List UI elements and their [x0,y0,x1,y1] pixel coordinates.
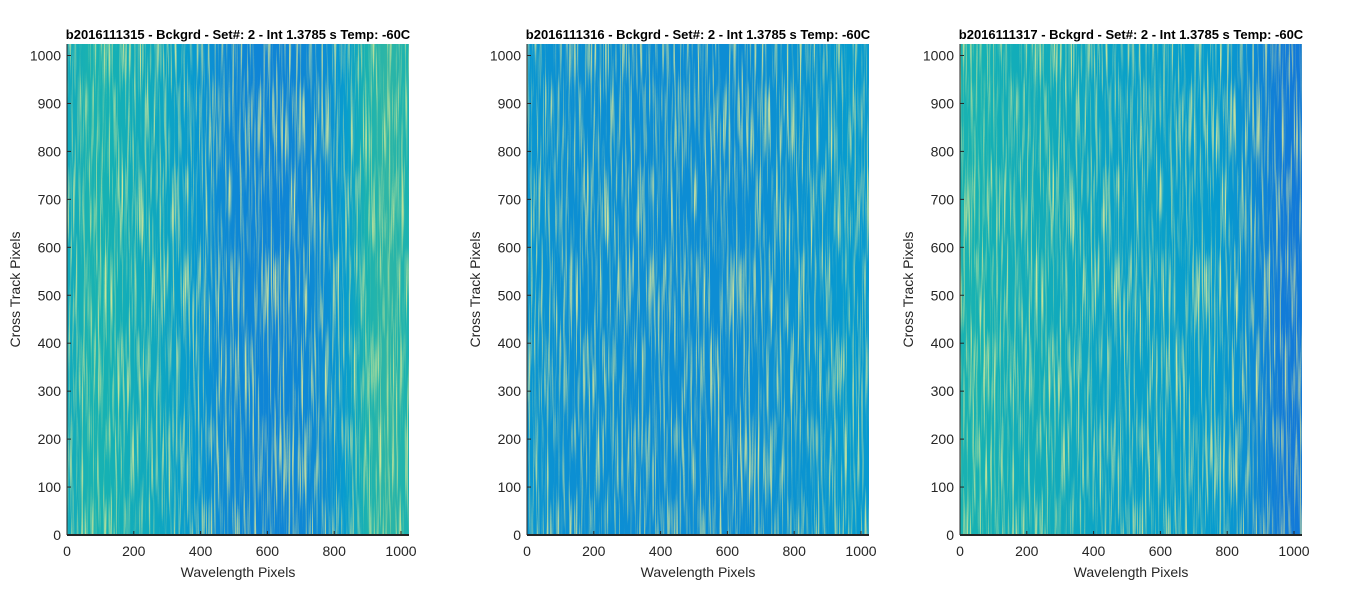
x-tick-label: 800 [323,543,347,559]
y-tick-label: 400 [38,335,62,351]
y-tick-label: 100 [38,479,62,495]
x-tick-label: 600 [1149,543,1173,559]
y-tick-label: 700 [498,191,522,207]
y-tick-label: 1000 [923,48,954,64]
y-tick-label: 700 [38,191,62,207]
y-tick-label: 600 [931,239,955,255]
x-tick-label: 0 [956,543,964,559]
chart-title: b2016111316 - Bckgrd - Set#: 2 - Int 1.3… [526,27,871,42]
y-tick-label: 1000 [30,48,61,64]
y-tick-label: 200 [498,431,522,447]
chart-title: b2016111315 - Bckgrd - Set#: 2 - Int 1.3… [66,27,411,42]
y-tick-label: 100 [931,479,955,495]
x-tick-label: 200 [1015,543,1039,559]
y-axis-label: Cross Track Pixels [7,232,23,348]
y-tick-label: 200 [931,431,955,447]
y-tick-label: 400 [931,335,955,351]
heatmap-panel-1: 0 100 200 300 400 500 600 700 800 900 1000 0 200 400 6… [7,27,417,580]
y-tick-label: 500 [931,287,955,303]
y-tick-label: 500 [38,287,62,303]
x-tick-label: 200 [122,543,146,559]
heatmap-texture [960,44,1302,535]
x-tick-label: 1000 [845,543,876,559]
y-tick-label: 300 [498,383,522,399]
y-tick-label: 900 [498,95,522,111]
heatmap-texture [527,44,869,535]
y-tick-label: 500 [498,287,522,303]
y-tick-label: 800 [498,143,522,159]
heatmap-panel-3: 0 100 200 300 400 500 600 700 800 900 1000 0 200 400 6… [900,27,1310,580]
y-tick-label: 100 [498,479,522,495]
x-tick-label: 400 [189,543,213,559]
y-tick-label: 0 [513,527,521,543]
x-tick-label: 0 [63,543,71,559]
y-tick-label: 1000 [490,48,521,64]
y-axis-label: Cross Track Pixels [467,232,483,348]
x-tick-label: 200 [582,543,606,559]
y-tick-label: 0 [53,527,61,543]
x-tick-label: 600 [716,543,740,559]
x-tick-label: 1000 [1278,543,1309,559]
x-axis-label: Wavelength Pixels [641,564,756,580]
y-tick-label: 300 [38,383,62,399]
y-tick-label: 700 [931,191,955,207]
y-tick-label: 300 [931,383,955,399]
x-tick-label: 0 [523,543,531,559]
y-tick-label: 900 [931,95,955,111]
heatmap-texture [67,44,409,535]
y-tick-label: 600 [38,239,62,255]
chart-title: b2016111317 - Bckgrd - Set#: 2 - Int 1.3… [959,27,1304,42]
x-tick-label: 800 [783,543,807,559]
y-tick-label: 400 [498,335,522,351]
heatmap-panel-2: 0 100 200 300 400 500 600 700 800 900 1000 0 200 400 6… [467,27,877,580]
x-tick-label: 600 [256,543,280,559]
y-tick-label: 200 [38,431,62,447]
x-tick-label: 800 [1216,543,1240,559]
y-tick-label: 0 [946,527,954,543]
x-tick-label: 400 [1082,543,1106,559]
x-tick-label: 1000 [385,543,416,559]
x-axis-label: Wavelength Pixels [181,564,296,580]
y-tick-label: 900 [38,95,62,111]
y-tick-label: 600 [498,239,522,255]
x-axis-label: Wavelength Pixels [1074,564,1189,580]
y-axis-label: Cross Track Pixels [900,232,916,348]
y-tick-label: 800 [931,143,955,159]
y-tick-label: 800 [38,143,62,159]
x-tick-label: 400 [649,543,673,559]
